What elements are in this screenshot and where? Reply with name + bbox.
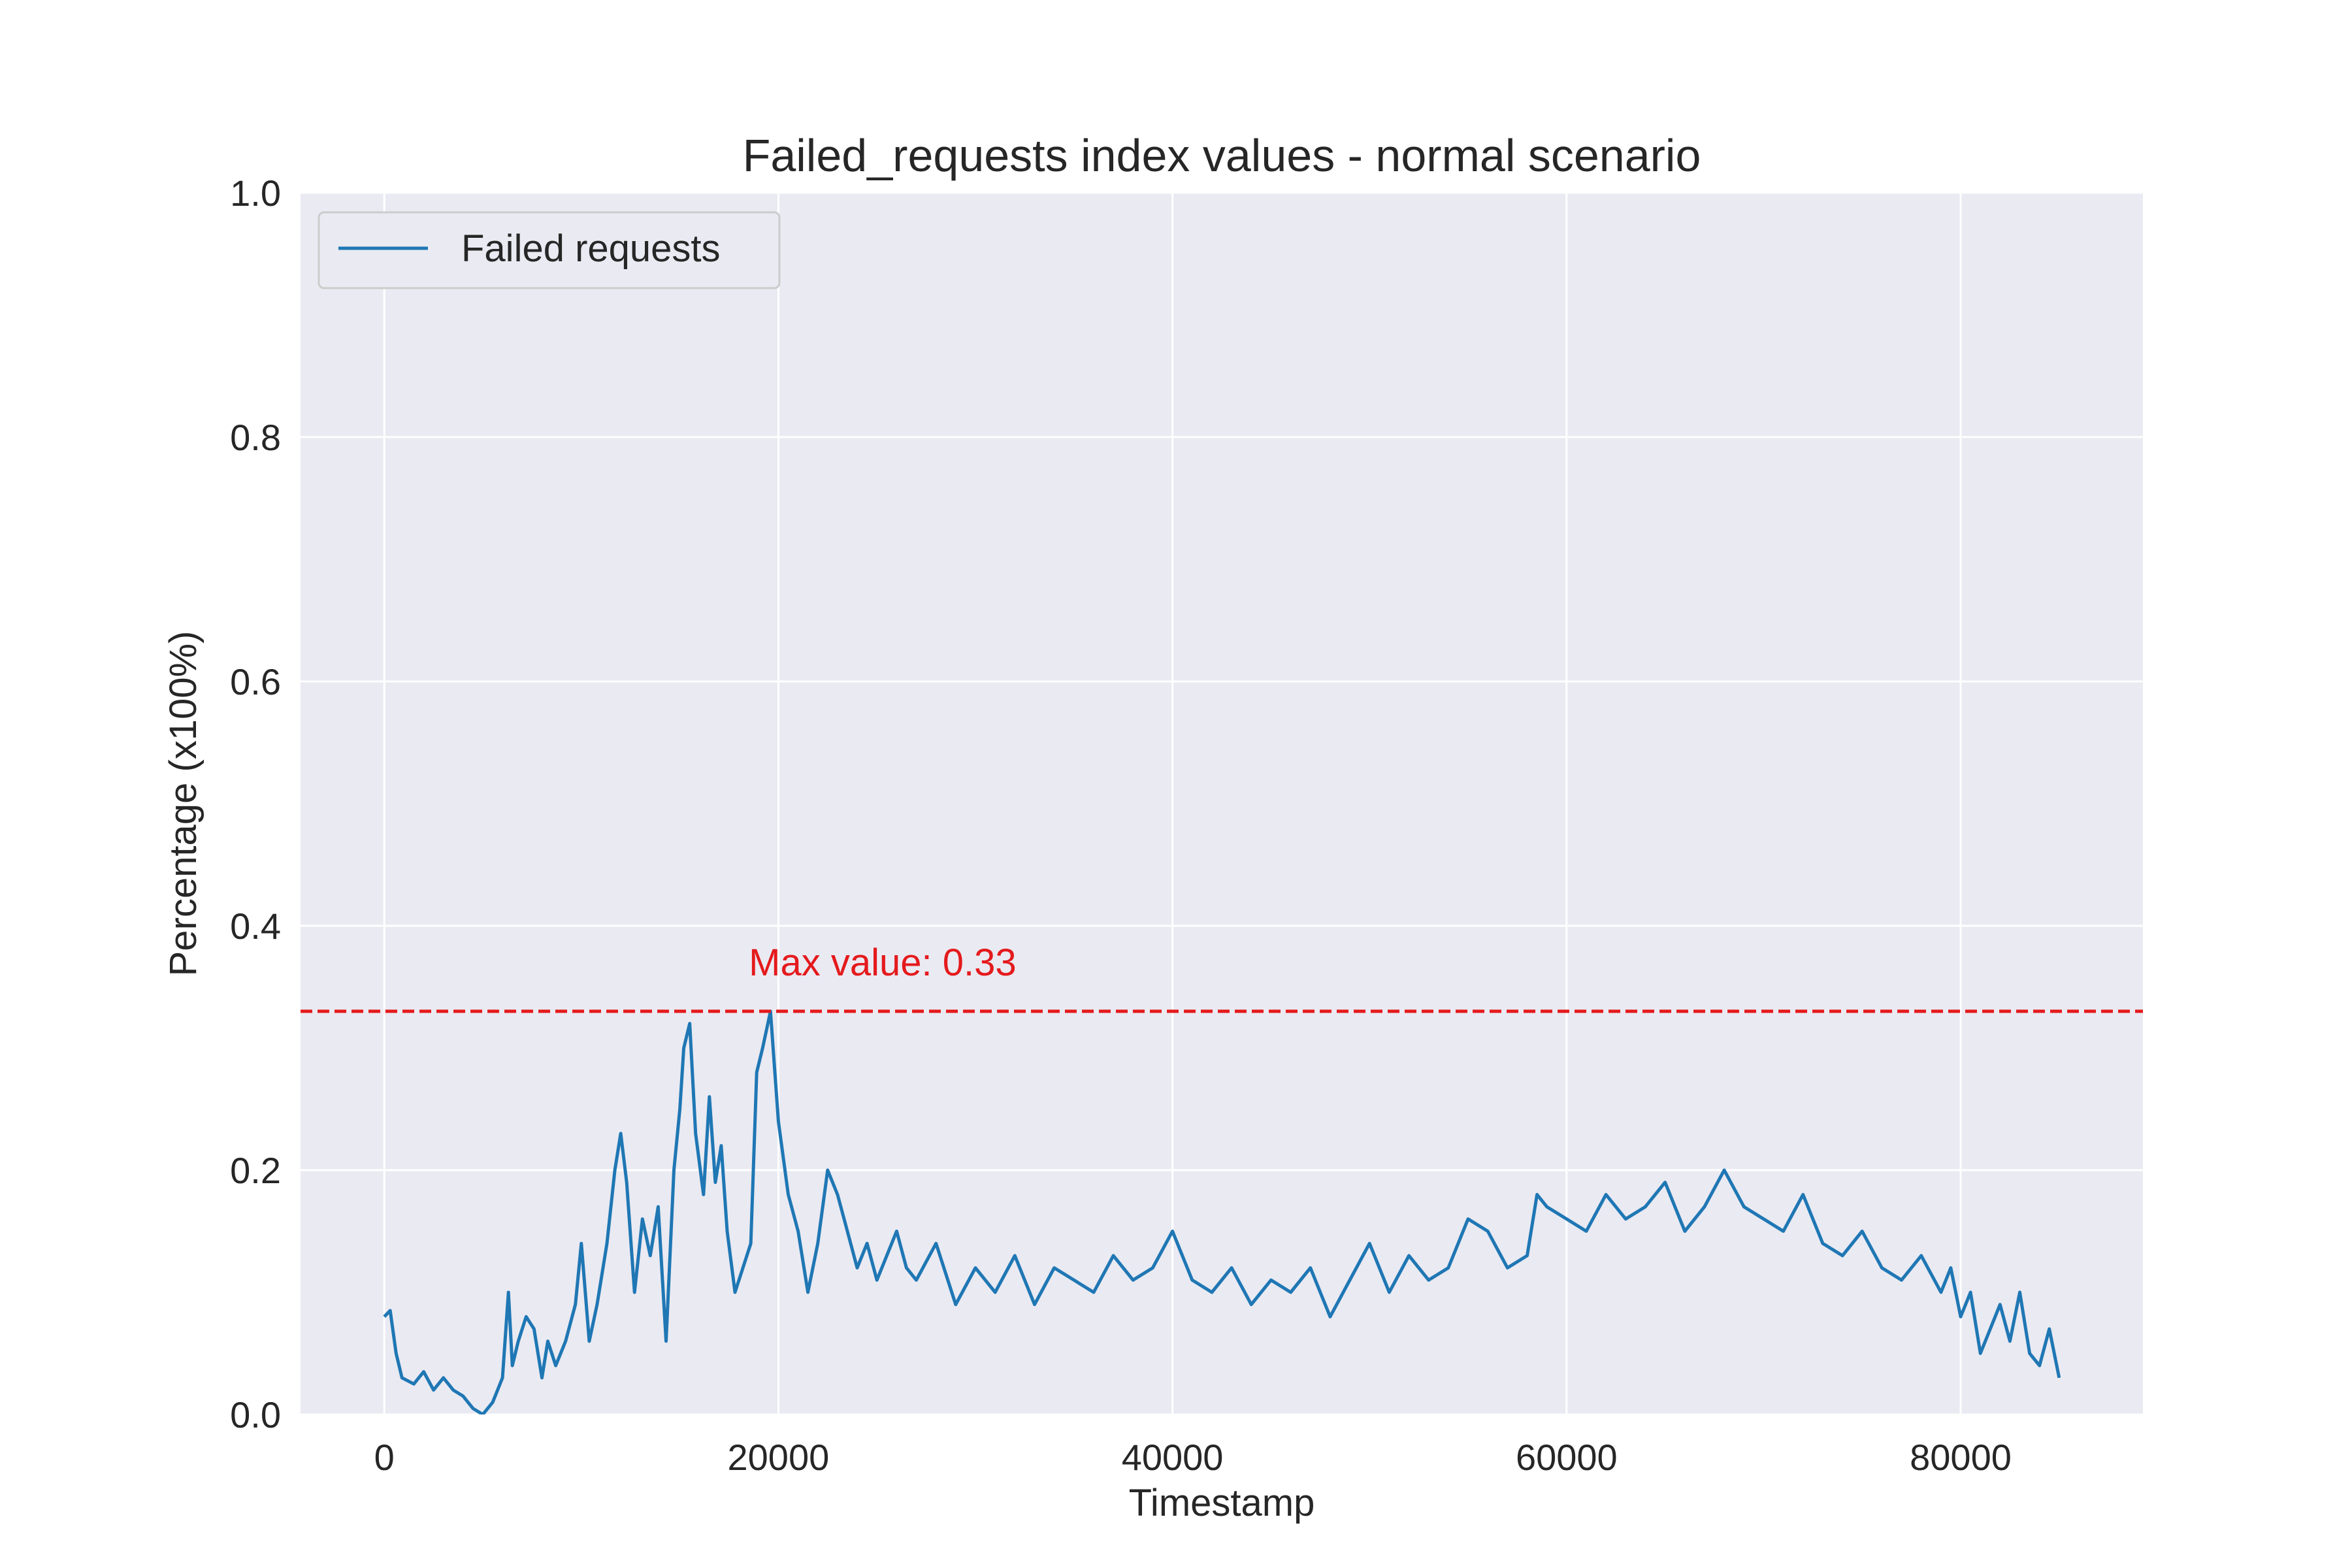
x-tick-label: 0 bbox=[374, 1437, 395, 1478]
y-tick-label: 0.8 bbox=[230, 417, 281, 458]
x-axis-title: Timestamp bbox=[1129, 1482, 1315, 1524]
y-tick-label: 0.6 bbox=[230, 661, 281, 702]
legend-label: Failed requests bbox=[461, 227, 721, 270]
legend: Failed requests bbox=[318, 211, 781, 289]
annotation-layer: Max value: 0.33 bbox=[301, 941, 2143, 1013]
x-tick-label: 80000 bbox=[1910, 1437, 2012, 1478]
y-tick-label: 0.2 bbox=[230, 1150, 281, 1191]
series-line-failed-requests bbox=[383, 1009, 2061, 1414]
x-tick-label: 20000 bbox=[728, 1437, 830, 1478]
series-layer bbox=[383, 1009, 2061, 1414]
legend-box bbox=[318, 211, 781, 289]
plot-area bbox=[301, 193, 2143, 1414]
y-tick-label: 1.0 bbox=[230, 172, 281, 214]
x-tick-label: 40000 bbox=[1122, 1437, 1224, 1478]
y-tick-label: 0.0 bbox=[230, 1394, 281, 1435]
tick-labels: 0 20000 40000 60000 80000 0.0 0.2 0.4 0.6 0.8 1.0 bbox=[230, 172, 2012, 1478]
y-axis-title: Percentage (x100%) bbox=[162, 631, 204, 977]
max-value-label: Max value: 0.33 bbox=[749, 941, 1016, 984]
grid bbox=[301, 191, 2143, 1416]
y-tick-label: 0.4 bbox=[230, 906, 281, 947]
chart-title: Failed_requests index values - normal sc… bbox=[743, 130, 1701, 181]
x-tick-label: 60000 bbox=[1516, 1437, 1618, 1478]
